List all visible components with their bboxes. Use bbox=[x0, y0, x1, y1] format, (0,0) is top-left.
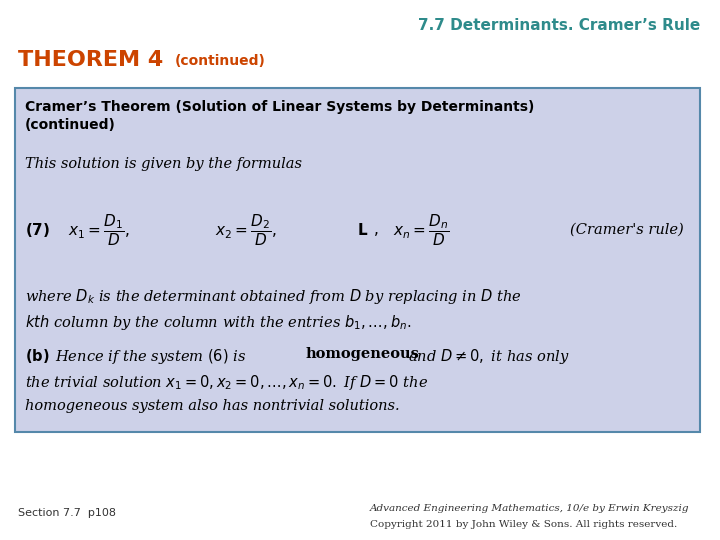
Text: $\mathbf{L}$: $\mathbf{L}$ bbox=[357, 222, 368, 238]
Text: 7.7 Determinants. Cramer’s Rule: 7.7 Determinants. Cramer’s Rule bbox=[418, 18, 700, 33]
Text: Section 7.7  p108: Section 7.7 p108 bbox=[18, 508, 116, 518]
Text: (Cramer's rule): (Cramer's rule) bbox=[570, 223, 684, 237]
Text: $x_2 = \dfrac{D_2}{D},$: $x_2 = \dfrac{D_2}{D},$ bbox=[215, 212, 276, 248]
Text: where $D_k$ is the determinant obtained from $D$ by replacing in $D$ the: where $D_k$ is the determinant obtained … bbox=[25, 287, 522, 306]
Text: $\mathbf{(7)}$: $\mathbf{(7)}$ bbox=[25, 221, 50, 239]
Text: Copyright 2011 by John Wiley & Sons. All rights reserved.: Copyright 2011 by John Wiley & Sons. All… bbox=[370, 520, 678, 529]
Text: This solution is given by the formulas: This solution is given by the formulas bbox=[25, 157, 302, 171]
Text: $kth$ column by the column with the entries $b_1, \ldots , b_n.$: $kth$ column by the column with the entr… bbox=[25, 313, 411, 332]
Text: Advanced Engineering Mathematics, 10/e by Erwin Kreyszig: Advanced Engineering Mathematics, 10/e b… bbox=[370, 504, 690, 513]
Text: and $D \neq 0,$ it has only: and $D \neq 0,$ it has only bbox=[408, 347, 570, 366]
Text: $x_n = \dfrac{D_n}{D}$: $x_n = \dfrac{D_n}{D}$ bbox=[393, 212, 449, 248]
Text: the trivial solution $x_1 = 0, x_2 = 0, \ldots , x_n = 0.$ If $D = 0$ the: the trivial solution $x_1 = 0, x_2 = 0, … bbox=[25, 373, 428, 392]
Text: $\mathbf{(b)}$: $\mathbf{(b)}$ bbox=[25, 347, 50, 365]
FancyBboxPatch shape bbox=[15, 88, 700, 432]
Text: $x_1 = \dfrac{D_1}{D},$: $x_1 = \dfrac{D_1}{D},$ bbox=[68, 212, 130, 248]
Text: THEOREM 4: THEOREM 4 bbox=[18, 50, 163, 70]
Text: Cramer’s Theorem (Solution of Linear Systems by Determinants)
(continued): Cramer’s Theorem (Solution of Linear Sys… bbox=[25, 100, 534, 132]
Text: $,$: $,$ bbox=[373, 222, 379, 238]
Text: Hence if the system $(6)$ is: Hence if the system $(6)$ is bbox=[55, 347, 247, 366]
Text: homogeneous system also has nontrivial solutions.: homogeneous system also has nontrivial s… bbox=[25, 399, 400, 413]
Text: homogeneous: homogeneous bbox=[305, 347, 419, 361]
Text: (continued): (continued) bbox=[175, 54, 266, 68]
